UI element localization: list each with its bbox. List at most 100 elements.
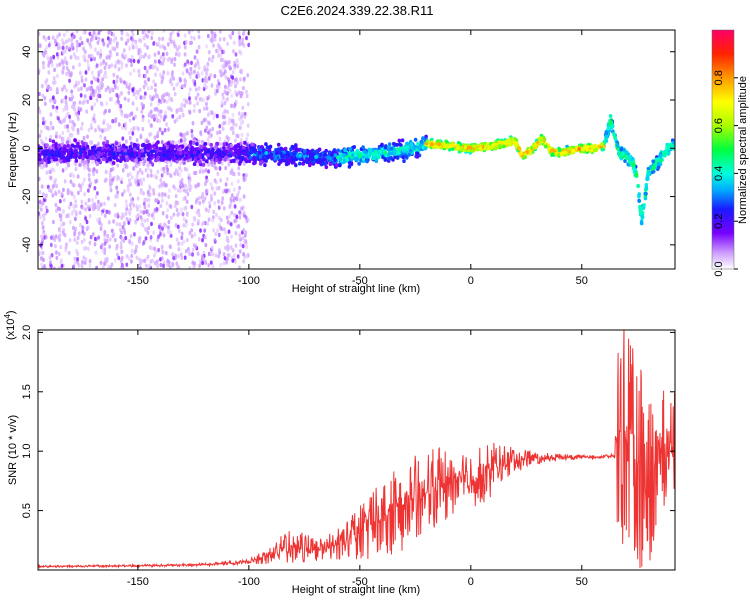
spectrogram-cell [170,107,173,113]
spectrogram-cell [72,173,76,179]
spectrogram-cell [63,179,67,184]
spectrogram-cell [193,64,197,69]
spectrogram-cell [121,156,125,161]
spectrogram-cell [61,50,65,55]
spectrogram-cell [237,190,241,195]
spectrogram-cell [195,197,199,202]
spectrogram-cell [150,85,154,91]
spectrogram-cell [519,151,523,156]
spectrogram-cell [625,154,629,159]
spectrogram-cell [175,155,179,160]
y-tick-label: 1.5 [21,384,33,399]
spectrogram-cell [233,60,237,66]
spectrogram-cell [96,78,100,83]
spectrogram-cell [49,260,52,265]
spectrogram-cell [82,255,86,260]
spectrogram-cell [152,146,157,151]
spectrogram-cell [94,194,98,200]
spectrogram-cell [192,108,196,114]
spectrogram-cell [99,226,103,231]
spectrogram-cell [79,70,82,76]
spectrogram-cell [149,109,153,114]
spectrogram-cell [600,142,604,147]
spectrogram-cell [225,215,229,220]
spectrogram-cell [45,44,49,50]
spectrogram-cell [88,139,92,145]
spectrogram-cell [179,161,183,166]
spectrogram-cell [568,146,573,151]
spectrogram-cell [221,57,225,63]
spectrogram-cell [114,117,118,122]
spectrogram-cell [52,183,55,188]
spectrogram-cell [74,55,78,60]
spectrogram-cell [71,120,75,125]
spectrogram-cell [154,72,158,77]
spectrogram-cell [304,157,309,162]
spectrogram-cell [227,136,231,141]
spectrogram-cell [147,212,151,217]
spectrogram-cell [419,143,423,148]
spectrogram-cell [112,219,115,224]
spectrogram-cell [106,126,110,132]
spectrogram-cell [282,147,287,152]
spectrogram-cell [115,185,119,190]
spectrogram-cell [71,104,74,110]
spectrogram-cell [163,114,167,120]
spectrogram-cell [120,230,123,235]
spectrogram-cell [142,191,145,196]
spectrogram-cell [40,221,44,226]
spectrogram-cell [221,126,225,131]
spectrogram-cell [127,178,131,183]
spectrogram-cells [38,30,675,269]
spectrogram-cell [123,96,127,102]
spectrogram-cell [95,162,100,167]
spectrogram-cell [68,114,71,120]
spectrogram-cell [264,151,269,155]
spectrogram-cell [58,134,62,139]
spectrogram-cell [357,161,361,166]
spectrogram-cell [128,82,132,88]
spectrogram-cell [216,130,219,136]
spectrogram-cell [102,59,106,64]
spectrogram-cell [401,155,406,160]
spectrogram-cell [232,40,236,45]
spectrogram-cell [213,191,217,196]
spectrogram-cell [207,263,211,268]
spectrogram-cell [233,196,236,201]
spectrogram-cell [125,164,129,170]
spectrogram-cell [195,49,199,54]
spectrogram-cell [169,204,173,209]
spectrogram-cell [162,70,166,75]
spectrogram-cell [102,141,106,146]
spectrogram-cell [95,143,99,149]
spectrogram-cell [231,75,235,80]
spectrogram-cell [74,212,78,217]
spectrogram-cell [74,199,77,204]
spectrogram-cell [397,138,402,143]
spectrogram-cell [40,184,44,189]
spectrogram-cell [98,82,102,88]
spectrogram-cell [147,203,151,208]
spectrogram-cell [42,216,46,222]
spectrogram-cell [156,67,159,72]
spectrogram-cell [167,152,171,157]
spectrogram-cell [131,101,135,106]
spectrogram-cell [221,196,225,201]
spectrogram-cell [152,95,155,100]
spectrogram-cell [217,157,222,162]
spectrogram-cell [632,162,636,167]
colorbar-frame [711,29,735,270]
spectrogram-cell [44,37,48,42]
spectrogram-cell [238,210,242,215]
spectrogram-cell [338,157,343,161]
spectrogram-cell [87,246,90,252]
spectrogram-cell [73,237,77,242]
spectrogram-cell [54,145,58,150]
spectrogram-cell [68,238,72,243]
spectrogram-cell [161,96,165,101]
spectrogram-cell [226,109,230,115]
spectrogram-cell [47,156,51,161]
spectrogram-cell [225,256,229,262]
spectrogram-cell [193,232,197,237]
spectrogram-cell [196,61,200,66]
